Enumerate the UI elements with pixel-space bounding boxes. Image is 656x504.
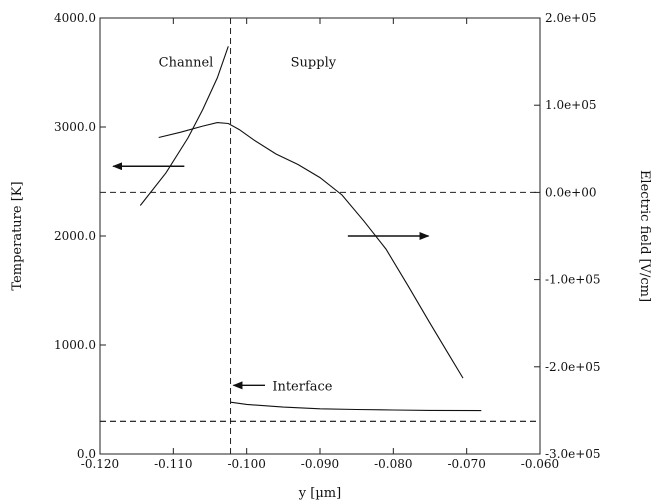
x-tick-label-1: -0.110: [154, 457, 192, 471]
x-tick-label-6: -0.060: [521, 457, 559, 471]
x-tick-label-2: -0.100: [227, 457, 265, 471]
annotation-supply: Supply: [291, 56, 337, 71]
series-line-0: [139, 46, 229, 206]
x-tick-label-5: -0.070: [447, 457, 485, 471]
y-left-tick-label-0: 0.0: [77, 447, 96, 461]
chart-marks: [100, 18, 540, 454]
y-right-tick-label-3: 0.0e+00: [545, 185, 597, 199]
y-left-tick-label-3: 3000.0: [54, 120, 96, 134]
series-line-3: [158, 122, 464, 379]
y-axis-label-left: Temperature [K]: [10, 181, 25, 290]
y-right-tick-label-4: 1.0e+05: [545, 98, 597, 112]
x-tick-label-4: -0.080: [374, 457, 412, 471]
y-right-tick-label-2: -1.0e+05: [545, 273, 601, 287]
y-left-tick-label-1: 1000.0: [54, 338, 96, 352]
annotation-interface: Interface: [272, 379, 332, 394]
y-left-tick-label-4: 4000.0: [54, 11, 96, 25]
chart-ticks: -0.120 -0.110 -0.100 -0.090 -0.080 -0.070 -0.0…: [54, 11, 601, 471]
y-left-tick-label-2: 2000.0: [54, 229, 96, 243]
chart-annotations: Channel Supply Interface: [112, 56, 430, 394]
x-tick-label-0: -0.120: [81, 457, 119, 471]
y-right-tick-label-5: 2.0e+05: [545, 11, 597, 25]
annotation-channel: Channel: [159, 56, 214, 71]
y-right-tick-label-1: -2.0e+05: [545, 360, 601, 374]
x-axis-label: y [µm]: [298, 486, 341, 501]
x-tick-label-3: -0.090: [301, 457, 339, 471]
y-axis-label-right: Electric field [V/cm]: [637, 170, 652, 302]
y-right-tick-label-0: -3.0e+05: [545, 447, 601, 461]
series-line-1: [230, 401, 482, 412]
